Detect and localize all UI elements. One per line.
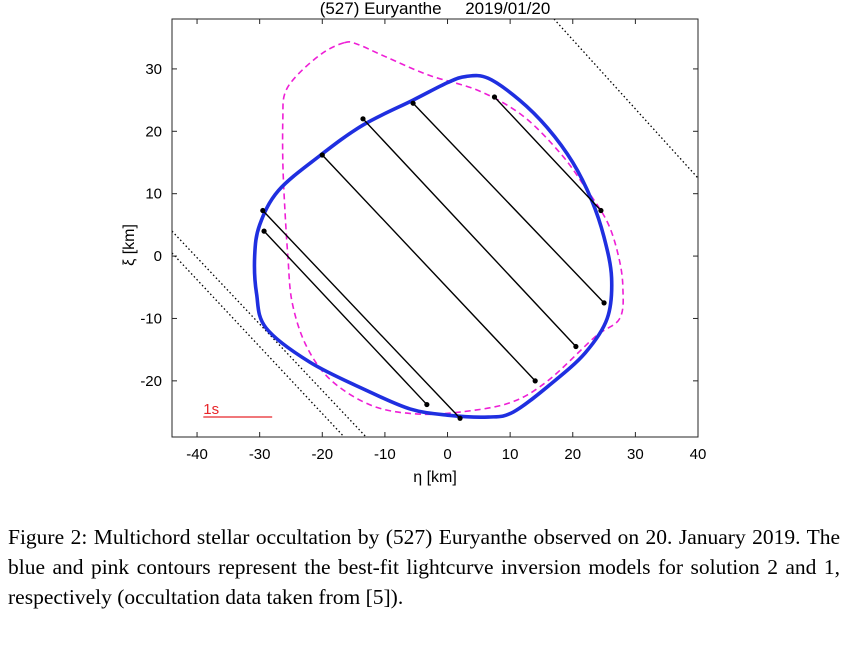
chord-3-start-point: [360, 116, 366, 122]
chord-6-start-point: [261, 228, 267, 234]
y-tick-label: -20: [140, 373, 162, 390]
chord-4-end-point: [532, 378, 538, 384]
figure: (527) Euryanthe 2019/01/20 1s -40 -30 -20-…: [121, 0, 706, 486]
y-tick-label: 30: [145, 61, 162, 78]
x-tick-label: 20: [564, 446, 581, 463]
contour-solution-1: [281, 41, 624, 416]
data-layer: 1s: [172, 19, 698, 437]
chord-2-start-point: [410, 100, 416, 106]
y-tick-label: 10: [145, 186, 162, 203]
chord-2: [412, 102, 605, 304]
contour-solution-2: [252, 73, 614, 419]
figure-caption: Figure 2: Multichord stellar occultation…: [8, 522, 840, 612]
x-tick-label: 0: [443, 446, 451, 463]
x-axis-label: η [km]: [413, 469, 457, 486]
x-tick-label: -30: [249, 446, 271, 463]
caption-text: Figure 2: Multichord stellar occultation…: [8, 525, 840, 609]
tick-layer: -40 -30 -20 -10 0 10 20 30 40 -20 -10 0 10 20 30: [140, 19, 706, 463]
x-tick-label: 10: [502, 446, 519, 463]
y-tick-label: 0: [154, 248, 162, 265]
y-axis-label: ξ [km]: [121, 224, 138, 266]
y-tick-label: 20: [145, 123, 162, 140]
chord-2-end-point: [601, 300, 607, 306]
x-tick-label: -40: [186, 446, 208, 463]
chord-6-end-point: [424, 401, 430, 408]
chord-4: [321, 154, 536, 382]
scale-bar-label: 1s: [203, 401, 219, 418]
chord-5-start-point: [260, 207, 266, 214]
x-tick-label: 40: [690, 446, 707, 463]
chord-3-end-point: [573, 343, 579, 350]
y-tick-label: -10: [140, 310, 162, 327]
chord-4-start-point: [319, 152, 325, 158]
chart-title: (527) Euryanthe 2019/01/20: [320, 0, 551, 18]
chord-5: [262, 210, 461, 419]
chord-1: [493, 96, 602, 212]
chord-1-start-point: [491, 94, 498, 100]
plot-area: [172, 19, 698, 437]
x-tick-label: -10: [374, 446, 396, 463]
axes-box: [171, 18, 699, 438]
x-tick-label: -20: [311, 446, 333, 463]
chord-6: [263, 230, 428, 406]
x-tick-label: 30: [627, 446, 644, 463]
chord-3: [362, 118, 577, 348]
chord-1-end-point: [598, 207, 604, 214]
occultation-plot: (527) Euryanthe 2019/01/20 1s -40 -30 -20-…: [121, 0, 706, 486]
chord-5-end-point: [457, 415, 463, 421]
